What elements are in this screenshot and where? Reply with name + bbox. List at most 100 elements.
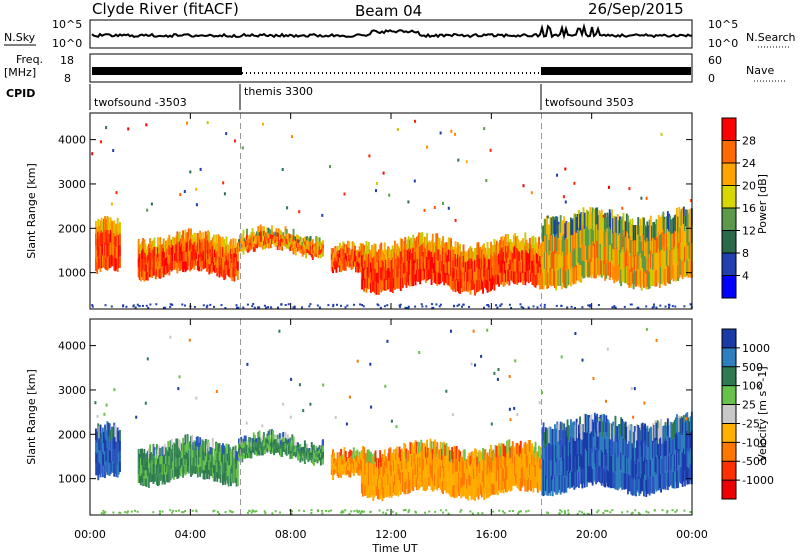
ground-scatter xyxy=(560,510,563,513)
heatmap-cell xyxy=(255,442,257,447)
ground-scatter xyxy=(391,510,394,513)
sparse-echo xyxy=(245,421,248,425)
heatmap-cell xyxy=(619,233,621,250)
heatmap-cell xyxy=(338,470,341,477)
heatmap-cell xyxy=(608,209,611,227)
heatmap-cell xyxy=(671,423,674,440)
heatmap-cell xyxy=(391,257,394,270)
heatmap-cell xyxy=(253,243,256,248)
heatmap-cell xyxy=(584,431,587,449)
heatmap-cell xyxy=(97,244,100,257)
heatmap-cell xyxy=(552,444,555,461)
heatmap-cell xyxy=(520,240,523,251)
heatmap-cell xyxy=(663,251,666,269)
heatmap-cell xyxy=(244,435,247,442)
heatmap-cell xyxy=(350,264,353,270)
heatmap-cell xyxy=(284,448,287,455)
heatmap-cell xyxy=(666,436,669,455)
heatmap-cell xyxy=(502,240,505,252)
heatmap-cell xyxy=(217,234,220,244)
heatmap-cell xyxy=(366,486,369,499)
heatmap-cell xyxy=(147,458,150,469)
heatmap-cell xyxy=(380,457,383,467)
heatmap-cell xyxy=(292,247,295,255)
heatmap-cell xyxy=(475,473,478,486)
heatmap-cell xyxy=(604,471,607,488)
heatmap-cell xyxy=(103,218,105,231)
heatmap-cell xyxy=(211,438,214,448)
heatmap-cell xyxy=(530,479,532,492)
heatmap-cell xyxy=(477,463,480,476)
heatmap-cell xyxy=(472,489,475,500)
heatmap-cell xyxy=(518,445,521,457)
heatmap-cell xyxy=(653,459,656,477)
heatmap-cell xyxy=(606,435,609,453)
heatmap-cell xyxy=(108,256,111,268)
heatmap-cell xyxy=(195,259,198,266)
heatmap-cell xyxy=(103,230,105,244)
heatmap-cell xyxy=(543,269,546,286)
heatmap-cell xyxy=(200,466,203,474)
heatmap-cell xyxy=(392,449,395,461)
ground-scatter xyxy=(332,303,335,306)
heatmap-cell xyxy=(358,469,361,476)
ground-scatter xyxy=(353,303,355,306)
heatmap-cell xyxy=(321,454,323,460)
heatmap-cell xyxy=(487,269,490,281)
heatmap-cell xyxy=(204,447,207,457)
heatmap-cell xyxy=(371,464,374,475)
heatmap-cell xyxy=(340,254,343,261)
heatmap-cell xyxy=(284,236,287,242)
heatmap-cell xyxy=(579,213,581,231)
heatmap-cell xyxy=(554,475,556,493)
heatmap-cell xyxy=(606,452,609,470)
sparse-echo xyxy=(348,395,351,399)
heatmap-cell xyxy=(682,431,685,449)
heatmap-cell xyxy=(108,462,111,476)
heatmap-cell xyxy=(169,450,172,461)
heatmap-cell xyxy=(238,239,240,243)
heatmap-cell xyxy=(266,239,269,244)
heatmap-cell xyxy=(548,442,551,460)
heatmap-cell xyxy=(380,485,383,496)
heatmap-cell xyxy=(264,437,266,442)
heatmap-cell xyxy=(563,440,566,459)
heatmap-cell xyxy=(627,460,629,478)
heatmap-cell xyxy=(372,467,375,479)
heatmap-cell xyxy=(435,457,438,468)
heatmap-cell xyxy=(546,446,548,463)
heatmap-cell xyxy=(640,423,643,441)
heatmap-cell xyxy=(649,215,652,234)
heatmap-cell xyxy=(502,456,505,469)
heatmap-cell xyxy=(151,241,154,251)
heatmap-cell xyxy=(587,211,589,228)
heatmap-cell xyxy=(574,472,577,489)
heatmap-cell xyxy=(349,456,352,464)
heatmap-cell xyxy=(201,253,204,262)
heatmap-cell xyxy=(469,485,472,496)
ground-scatter xyxy=(102,509,105,512)
heatmap-cell xyxy=(454,459,457,472)
heatmap-cell xyxy=(196,467,199,478)
heatmap-cell xyxy=(615,216,618,233)
heatmap-cell xyxy=(668,425,670,441)
heatmap-cell xyxy=(162,238,165,249)
heatmap-cell xyxy=(635,463,637,480)
sparse-echo xyxy=(96,414,99,418)
heatmap-cell xyxy=(381,477,384,490)
heatmap-cell xyxy=(193,242,196,252)
colorbar-tick-label: 500 xyxy=(742,361,763,374)
heatmap-cell xyxy=(500,260,503,273)
heatmap-cell xyxy=(447,273,450,286)
heatmap-cell xyxy=(566,419,569,437)
heatmap-cell xyxy=(200,444,203,452)
heatmap-cell xyxy=(367,253,370,266)
heatmap-cell xyxy=(582,225,585,243)
heatmap-cell xyxy=(543,218,546,236)
heatmap-cell xyxy=(97,256,100,270)
heatmap-cell xyxy=(234,238,237,248)
heatmap-cell xyxy=(680,209,683,226)
heatmap-cell xyxy=(454,446,457,460)
heatmap-cell xyxy=(301,253,304,257)
heatmap-cell xyxy=(207,439,210,449)
